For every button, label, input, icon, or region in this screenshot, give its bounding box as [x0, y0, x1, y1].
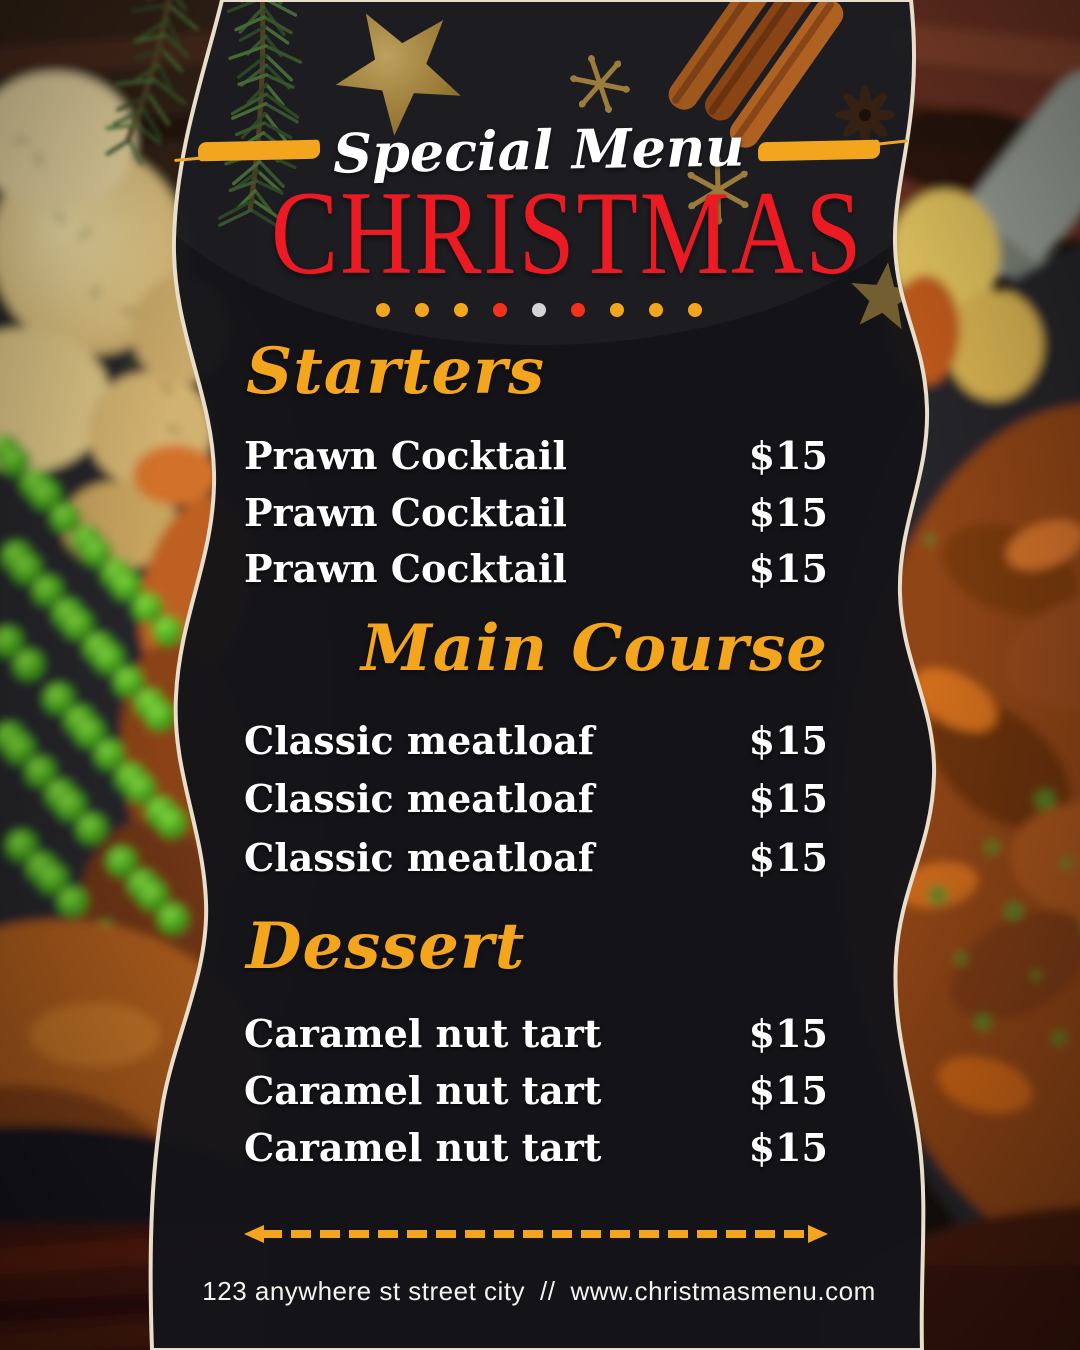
item-price: $15: [748, 1011, 828, 1056]
dot-icon: [688, 303, 702, 317]
dot-icon: [454, 303, 468, 317]
item-name: Caramel nut tart: [244, 1068, 602, 1113]
dot-icon: [376, 303, 390, 317]
parsley-garnish: [925, 535, 1073, 1045]
snowflake-icon: [570, 55, 749, 225]
brush-stroke-icon: [757, 139, 880, 161]
dot-icon: [610, 303, 624, 317]
panel-decorations: [150, 0, 935, 345]
cinnamon-sticks-icon: [668, 0, 844, 148]
poster-title: CHRISTMAS: [271, 166, 864, 299]
footer-address: 123 anywhere st street city: [202, 1276, 526, 1306]
menu-item-row: Classic meatloaf $15: [244, 776, 828, 822]
item-price: $15: [748, 1125, 828, 1170]
dot-icon: [532, 303, 546, 317]
item-price: $15: [748, 546, 828, 591]
menu-item-row: Caramel nut tart $15: [244, 1125, 828, 1171]
menu-item-row: Caramel nut tart $15: [244, 1011, 828, 1057]
item-name: Prawn Cocktail: [244, 546, 567, 591]
item-price: $15: [748, 776, 828, 821]
item-price: $15: [748, 1068, 828, 1113]
dot-icon: [571, 303, 585, 317]
menu-item-row: Prawn Cocktail $15: [244, 490, 828, 536]
dot-icon: [493, 303, 507, 317]
item-name: Prawn Cocktail: [244, 433, 567, 478]
pine-branch-icon: [105, 0, 199, 165]
brush-stroke-icon: [198, 139, 321, 161]
dot-icon: [649, 303, 663, 317]
footer-website: www.christmasmenu.com: [570, 1276, 876, 1306]
menu-item-row: Classic meatloaf $15: [244, 718, 828, 764]
item-name: Prawn Cocktail: [244, 490, 567, 535]
section-heading-dessert: Dessert: [246, 909, 526, 984]
section-heading-starters: Starters: [246, 334, 545, 409]
item-name: Caramel nut tart: [244, 1011, 602, 1056]
item-name: Classic meatloaf: [244, 718, 595, 763]
menu-item-row: Caramel nut tart $15: [244, 1068, 828, 1114]
item-name: Classic meatloaf: [244, 776, 595, 821]
menu-item-row: Classic meatloaf $15: [244, 835, 828, 881]
item-name: Caramel nut tart: [244, 1125, 602, 1170]
item-price: $15: [748, 433, 828, 478]
dot-divider: [250, 303, 828, 317]
dot-icon: [415, 303, 429, 317]
menu-content: Special Menu CHRISTMAS Starters Prawn Co…: [198, 0, 880, 1350]
item-name: Classic meatloaf: [244, 835, 595, 880]
dashed-line: [262, 1230, 810, 1238]
footer: 123 anywhere st street city // www.chris…: [202, 1276, 875, 1307]
item-price: $15: [748, 835, 828, 880]
section-heading-main-course: Main Course: [360, 611, 828, 686]
item-price: $15: [748, 718, 828, 763]
gold-star-icon: [335, 13, 920, 330]
menu-item-row: Prawn Cocktail $15: [244, 433, 828, 479]
item-price: $15: [748, 490, 828, 535]
star-anise-icon: [835, 85, 895, 145]
dashed-arrow-icon: [244, 1224, 828, 1244]
footer-separator: //: [540, 1276, 556, 1306]
menu-item-row: Prawn Cocktail $15: [244, 546, 828, 592]
